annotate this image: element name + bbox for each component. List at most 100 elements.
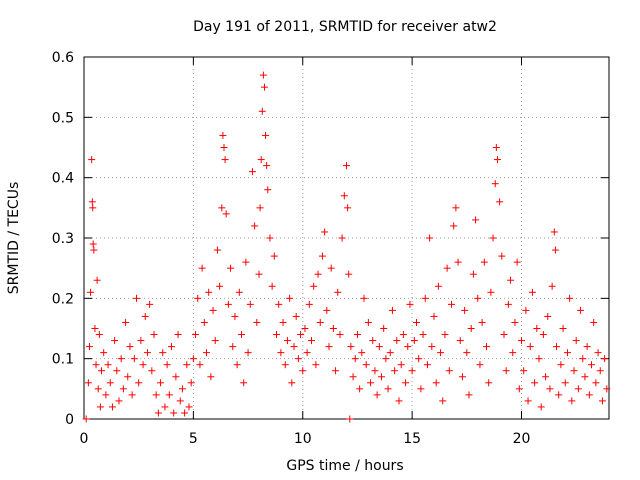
data-point — [95, 331, 103, 339]
data-point — [294, 355, 302, 363]
data-point — [539, 331, 547, 339]
data-point — [583, 343, 591, 351]
data-point — [343, 162, 350, 170]
data-point — [227, 264, 235, 272]
data-point — [111, 337, 119, 345]
data-point — [561, 379, 569, 387]
data-point — [161, 403, 169, 411]
data-point — [115, 397, 123, 405]
data-point — [196, 361, 204, 369]
data-point — [397, 361, 405, 369]
data-point — [504, 300, 512, 308]
data-point — [233, 361, 241, 369]
data-point — [143, 349, 151, 357]
data-point — [513, 258, 521, 266]
data-point — [559, 325, 567, 332]
data-point — [255, 270, 263, 278]
data-point — [258, 107, 266, 115]
data-point — [413, 318, 420, 326]
data-point — [458, 373, 466, 381]
data-point — [338, 234, 346, 242]
data-point — [408, 367, 416, 375]
data-point — [417, 385, 425, 393]
y-tick-label: 0.6 — [52, 50, 74, 66]
data-point — [577, 306, 585, 314]
data-point — [312, 361, 320, 369]
data-point — [139, 361, 147, 369]
data-point — [98, 367, 105, 375]
data-point — [84, 379, 92, 387]
data-point — [222, 210, 230, 218]
data-point — [308, 337, 315, 345]
data-point — [596, 367, 604, 375]
data-point — [305, 300, 313, 308]
data-point — [216, 282, 224, 290]
data-point — [221, 156, 229, 164]
data-point — [323, 306, 331, 314]
data-point — [93, 276, 101, 284]
x-tick-label: 10 — [294, 431, 312, 447]
data-point — [515, 385, 523, 393]
data-point — [198, 264, 206, 272]
data-point — [533, 325, 541, 332]
data-point — [329, 325, 337, 332]
data-point — [566, 294, 574, 302]
data-point — [450, 222, 458, 230]
data-point — [209, 306, 217, 314]
data-point — [87, 288, 95, 296]
data-point — [174, 331, 182, 339]
data-point — [469, 270, 477, 278]
data-point — [415, 355, 423, 363]
y-tick-label: 0.5 — [52, 110, 74, 126]
data-point — [511, 318, 519, 326]
data-point — [130, 355, 138, 363]
data-point — [248, 168, 256, 176]
x-tick-label: 20 — [513, 431, 531, 447]
data-point — [588, 361, 595, 369]
data-point — [498, 252, 506, 260]
data-point — [369, 337, 377, 345]
data-point — [356, 385, 364, 393]
data-point — [362, 361, 370, 369]
data-point — [568, 397, 576, 405]
data-point — [463, 349, 471, 357]
data-point — [367, 379, 375, 387]
data-point — [474, 294, 482, 302]
data-point — [502, 367, 510, 375]
data-point — [224, 300, 232, 308]
data-point — [336, 331, 344, 339]
data-point — [574, 385, 582, 393]
data-point — [240, 379, 248, 387]
data-point — [141, 312, 149, 320]
data-point — [345, 270, 353, 278]
data-point — [485, 379, 493, 387]
data-point — [266, 234, 274, 242]
data-point — [535, 355, 543, 363]
data-point — [421, 294, 429, 302]
data-point — [375, 343, 383, 351]
data-point — [358, 349, 366, 357]
data-point — [165, 391, 173, 399]
data-point — [384, 385, 392, 393]
data-point — [104, 361, 112, 369]
data-point — [426, 234, 434, 242]
data-point — [270, 252, 278, 260]
data-point — [441, 331, 449, 339]
data-point — [423, 361, 431, 369]
data-point — [452, 204, 460, 212]
data-point — [594, 349, 602, 357]
data-point — [292, 312, 300, 320]
data-point — [108, 403, 116, 411]
data-point — [327, 264, 335, 272]
data-point — [211, 337, 219, 345]
data-point — [528, 288, 536, 296]
data-point — [489, 234, 497, 242]
data-point — [124, 373, 132, 381]
data-point — [434, 282, 442, 290]
data-point — [273, 331, 280, 339]
data-point — [170, 409, 178, 417]
data-point — [90, 246, 98, 254]
data-point — [439, 397, 447, 405]
data-point — [432, 379, 440, 387]
